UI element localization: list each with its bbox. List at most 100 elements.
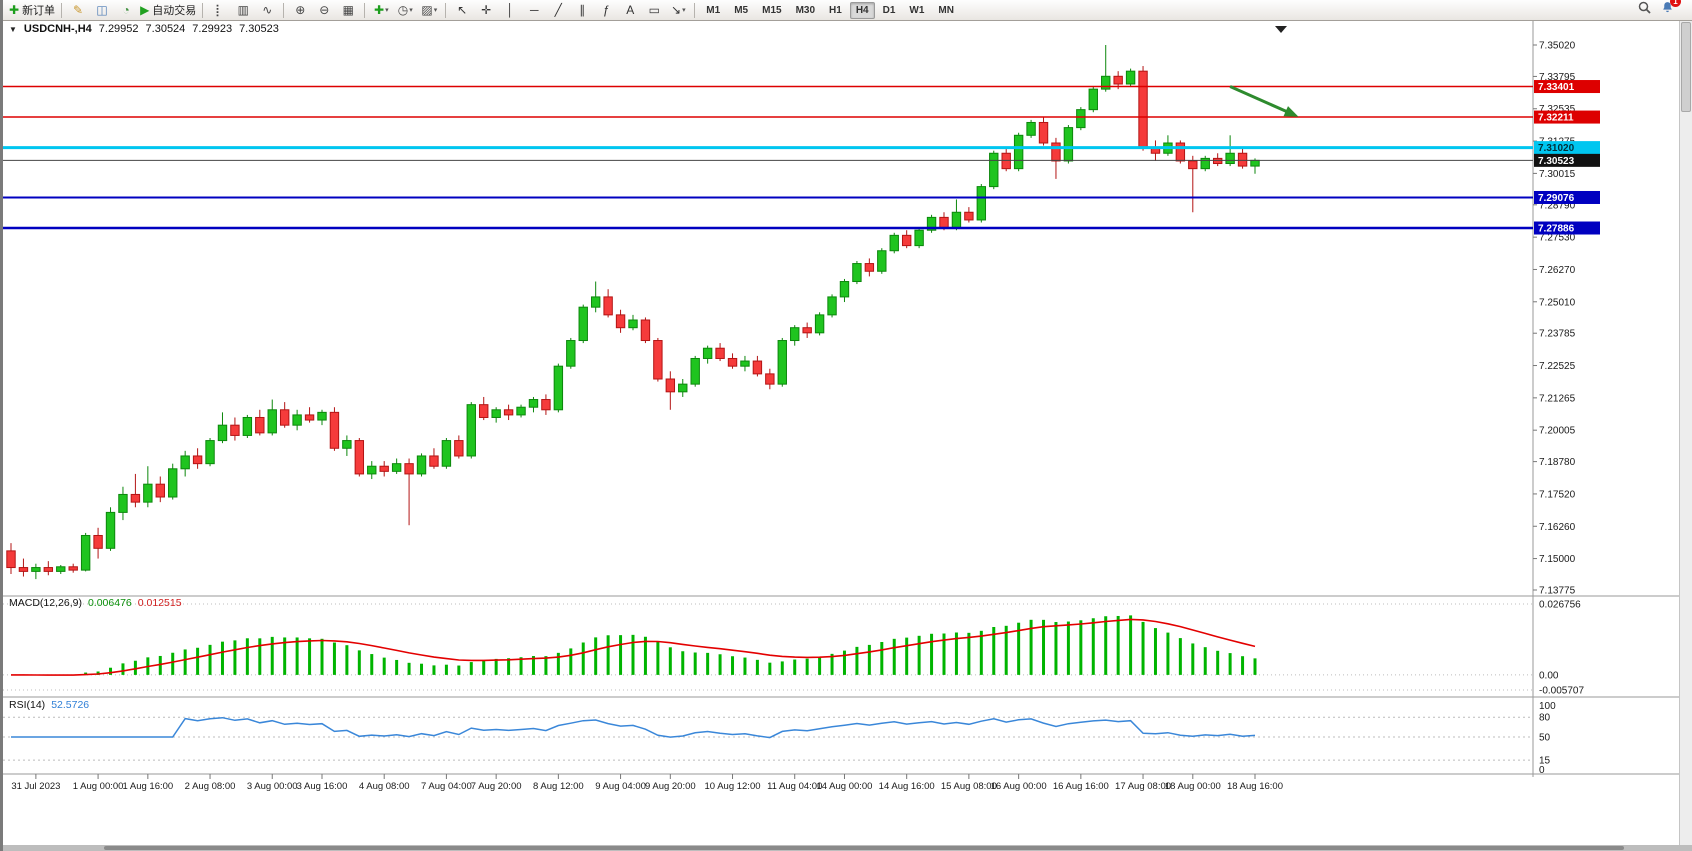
- time-label[interactable]: 9 Aug 04:00: [595, 781, 646, 792]
- candle: [255, 416, 265, 434]
- vertical-scrollbar-thumb[interactable]: [1681, 22, 1691, 112]
- candle: [578, 306, 588, 342]
- horizontal-scrollbar[interactable]: [3, 845, 1692, 851]
- text-button[interactable]: A: [618, 1, 642, 19]
- toolbar-buttons: ✚ 新订单 ✎ ◫ ◔ ▶ 自动交易 ⡇ ▥ ∿ ⊕ ⊖ ▦ ✚ ▾ ◷ ▾ ▨ ▾ ↖ ✛ │ ─ ╱ ∥ ƒ A ▭ ↘ ▾ M1 M5 M…: [7, 1, 961, 19]
- timeframe-h4-button[interactable]: H4: [849, 1, 875, 19]
- time-label[interactable]: 16 Aug 16:00: [1053, 781, 1109, 792]
- candle: [192, 455, 203, 465]
- cursor-button[interactable]: ↖: [450, 1, 474, 19]
- indicators-button[interactable]: ✚ ▾: [369, 1, 393, 19]
- time-label[interactable]: 15 Aug 08:00: [941, 781, 997, 792]
- time-label[interactable]: 14 Aug 00:00: [816, 781, 872, 792]
- candle: [105, 511, 116, 549]
- horizontal-scrollbar-thumb[interactable]: [104, 846, 1625, 850]
- vertical-line-button[interactable]: │: [498, 1, 522, 19]
- macd-label: MACD(12,26,9) 0.006476 0.012515: [9, 597, 182, 609]
- macd-axis-label: 0.026756: [1539, 600, 1581, 611]
- symbol-label: USDCNH-,H4: [23, 23, 92, 35]
- dropdown-arrow-icon[interactable]: ▾: [385, 7, 389, 14]
- macd-name: MACD(12,26,9): [9, 597, 82, 609]
- new-order-button[interactable]: ✚ 新订单: [7, 1, 57, 19]
- price-badge: [1534, 80, 1600, 94]
- timeframe-m5-button[interactable]: M5: [734, 4, 749, 16]
- bar-chart-mode-button[interactable]: ⡇: [207, 1, 231, 19]
- time-label[interactable]: 14 Aug 16:00: [879, 781, 935, 792]
- autotrading-button[interactable]: ▶ 自动交易: [138, 1, 198, 19]
- timeframe-d1-button[interactable]: D1: [882, 4, 896, 16]
- timeframe-h1-button[interactable]: H1: [829, 4, 842, 16]
- dropdown-arrow-icon[interactable]: ▾: [409, 7, 413, 14]
- macd-axis-label: 0.00: [1539, 670, 1559, 681]
- text-label-button[interactable]: ▭: [642, 1, 666, 19]
- candle: [615, 314, 626, 329]
- candle-chart-mode-button[interactable]: ▥: [231, 1, 255, 19]
- candle: [603, 296, 613, 316]
- arrow-annotation[interactable]: [1229, 85, 1291, 115]
- time-label[interactable]: 16 Aug 00:00: [991, 781, 1047, 792]
- data-refresh-button[interactable]: ◔: [114, 1, 138, 19]
- periods-button[interactable]: ◷ ▾: [393, 1, 417, 19]
- search-icon: [1638, 1, 1651, 19]
- channel-button[interactable]: ∥: [570, 1, 594, 19]
- zoom-in-button[interactable]: ⊕: [288, 1, 312, 19]
- horizontal-line-button[interactable]: ─: [522, 1, 546, 19]
- arrow-annotation-head[interactable]: [1283, 106, 1299, 117]
- time-label[interactable]: 17 Aug 08:00: [1115, 781, 1171, 792]
- dropdown-arrow-icon[interactable]: ▾: [433, 7, 438, 14]
- time-label[interactable]: 3 Aug 00:00: [247, 781, 298, 792]
- vertical-scrollbar[interactable]: [1679, 20, 1692, 845]
- time-label[interactable]: 1 Aug 00:00: [73, 781, 124, 792]
- zoom-out-icon: ⊖: [319, 3, 330, 17]
- symbol-dropdown-icon[interactable]: ▼: [9, 24, 17, 34]
- timeframe-mn-button[interactable]: MN: [938, 4, 954, 16]
- time-label[interactable]: 3 Aug 16:00: [297, 781, 348, 792]
- time-label[interactable]: 2 Aug 08:00: [185, 781, 236, 792]
- price-badge: [1534, 110, 1600, 124]
- arrows-button[interactable]: ↘ ▾: [666, 1, 690, 19]
- chart-window[interactable]: 7.350207.337957.325357.312757.300157.287…: [3, 20, 1680, 845]
- trendline-button[interactable]: ╱: [546, 1, 570, 19]
- candle: [1063, 127, 1074, 162]
- timeframe-m1-button[interactable]: M1: [706, 4, 721, 16]
- candle: [479, 404, 489, 418]
- timeframe-m15-button[interactable]: M15: [762, 4, 782, 16]
- time-label[interactable]: 18 Aug 16:00: [1227, 781, 1283, 792]
- new-order-icon: ✚: [9, 3, 20, 17]
- chart-shift-marker[interactable]: [1275, 26, 1287, 33]
- candle: [205, 440, 215, 465]
- toolbar-separator: [202, 2, 204, 18]
- search-button[interactable]: [1638, 1, 1651, 19]
- metaeditor-button[interactable]: ✎: [66, 1, 90, 19]
- time-label[interactable]: 1 Aug 16:00: [122, 781, 173, 792]
- time-label[interactable]: 7 Aug 20:00: [471, 781, 522, 792]
- line-chart-mode-button[interactable]: ∿: [255, 1, 279, 19]
- candle: [1188, 160, 1198, 170]
- price-tick-label: 7.32535: [1539, 104, 1576, 115]
- price-tick-label: 7.21265: [1539, 393, 1576, 404]
- time-label[interactable]: 11 Aug 04:00: [767, 781, 822, 792]
- fibonacci-button[interactable]: ƒ: [594, 1, 618, 19]
- dropdown-arrow-icon[interactable]: ▾: [682, 7, 686, 14]
- rsi-value: 52.5726: [51, 699, 90, 711]
- candle: [715, 347, 725, 359]
- candle: [143, 483, 153, 503]
- tile-windows-button[interactable]: ▦: [336, 1, 360, 19]
- time-label[interactable]: 31 Jul 2023: [11, 781, 60, 792]
- chart-canvas[interactable]: 7.350207.337957.325357.312757.300157.287…: [3, 20, 1680, 845]
- time-label[interactable]: 18 Aug 00:00: [1165, 781, 1221, 792]
- notifications-button[interactable]: 1: [1661, 0, 1681, 19]
- timeframe-w1-button[interactable]: W1: [909, 4, 925, 16]
- zoom-out-button[interactable]: ⊖: [312, 1, 336, 19]
- time-label[interactable]: 8 Aug 12:00: [533, 781, 584, 792]
- time-label[interactable]: 10 Aug 12:00: [705, 781, 761, 792]
- time-label[interactable]: 7 Aug 04:00: [421, 781, 472, 792]
- crosshair-button[interactable]: ✛: [474, 1, 498, 19]
- time-label[interactable]: 4 Aug 08:00: [359, 781, 410, 792]
- candle: [628, 319, 638, 329]
- market-watch-button[interactable]: ◫: [90, 1, 114, 19]
- time-label[interactable]: 9 Aug 20:00: [645, 781, 696, 792]
- templates-button[interactable]: ▨ ▾: [417, 1, 441, 19]
- price-tick-label: 7.17520: [1539, 489, 1576, 500]
- timeframe-m30-button[interactable]: M30: [795, 4, 816, 16]
